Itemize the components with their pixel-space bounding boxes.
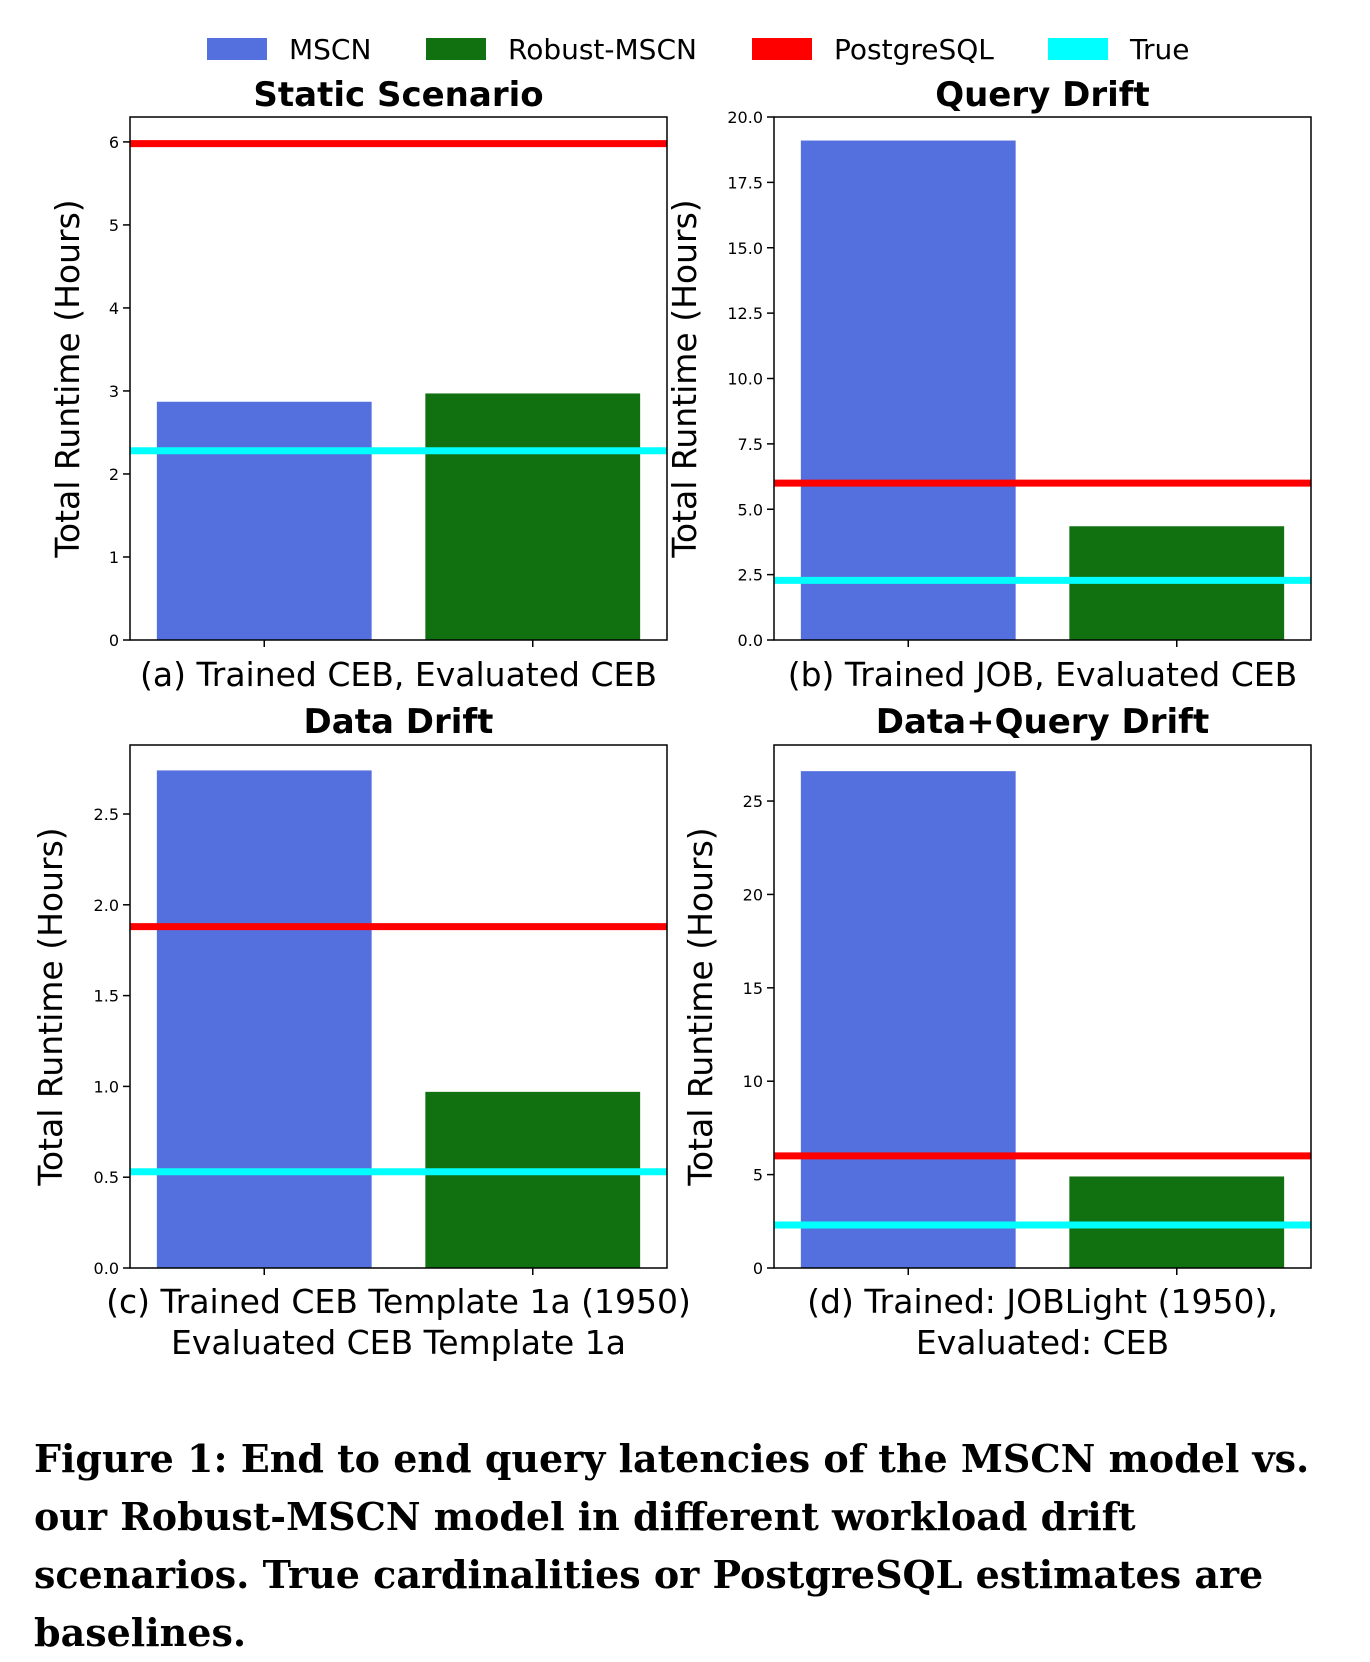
plot-frame	[773, 744, 1312, 1269]
y-tick-label: 10	[743, 1072, 763, 1091]
subfigure-caption: Evaluated CEB Template 1a	[171, 1323, 626, 1362]
y-tick-label: 5	[109, 216, 119, 235]
y-tick-label: 2	[109, 465, 119, 484]
y-tick-label: 17.5	[727, 173, 763, 192]
y-tick-label: 15.0	[727, 239, 763, 258]
legend-label-mscn: MSCN	[289, 33, 371, 66]
bar-mscn	[156, 401, 372, 640]
legend-label-true: True	[1129, 33, 1189, 66]
y-tick-label: 0	[753, 1259, 763, 1278]
y-tick-label: 15	[743, 979, 763, 998]
y-tick-label: 12.5	[727, 304, 763, 323]
y-tick-label: 5.0	[738, 500, 763, 519]
legend-swatch-robust-mscn	[426, 38, 486, 60]
y-tick-label: 2.5	[94, 805, 119, 824]
y-tick-label: 5	[753, 1166, 763, 1185]
legend-swatch-true	[1048, 38, 1108, 60]
chart-panel-1: 0 1 2 3 4 5 6 Static Scenario Total Runtime (Hou…	[48, 75, 668, 694]
y-tick-label: 6	[109, 133, 119, 152]
legend-swatch-mscn	[207, 38, 267, 60]
subfigure-caption: (a) Trained CEB, Evaluated CEB	[140, 655, 657, 694]
bar-mscn	[156, 770, 372, 1268]
y-tick-label: 10.0	[727, 370, 763, 389]
chart-title: Static Scenario	[253, 75, 543, 115]
bar-robust-mscn	[425, 1091, 641, 1268]
y-tick-label: 7.5	[738, 435, 763, 454]
y-tick-label: 1	[109, 548, 119, 567]
legend-swatch-postgresql	[752, 38, 812, 60]
chart-title: Query Drift	[935, 75, 1150, 115]
plot-frame	[129, 744, 668, 1269]
chart-panels: 0 1 2 3 4 5 6 Static Scenario Total Runtime (Hou…	[31, 75, 1312, 1362]
y-tick-label: 0.5	[94, 1168, 119, 1187]
chart-panel-2: 0.0 2.5 5.0 7.5 10.0 12.5 15.0 17.5 20.0 Query Dr…	[665, 75, 1312, 694]
subfigure-caption: Evaluated: CEB	[916, 1323, 1169, 1362]
legend-label-robust-mscn: Robust-MSCN	[508, 33, 697, 66]
y-axis-label: Total Runtime (Hours)	[681, 827, 720, 1186]
subfigure-caption: (d) Trained: JOBLight (1950),	[807, 1282, 1278, 1321]
legend: MSCN Robust-MSCN PostgreSQL True	[207, 33, 1189, 66]
y-tick-label: 1.0	[94, 1077, 119, 1096]
y-tick-label: 2.0	[94, 896, 119, 915]
y-tick-label: 4	[109, 299, 119, 318]
chart-title: Data Drift	[304, 702, 494, 742]
bar-mscn	[800, 771, 1016, 1268]
y-tick-label: 25	[743, 792, 763, 811]
y-tick-label: 0	[109, 631, 119, 650]
y-tick-label: 20	[743, 885, 763, 904]
y-axis-label: Total Runtime (Hours)	[665, 199, 704, 558]
y-axis-label: Total Runtime (Hours)	[31, 827, 70, 1186]
y-tick-label: 1.5	[94, 987, 119, 1006]
y-tick-label: 2.5	[738, 566, 763, 585]
bar-robust-mscn	[425, 393, 641, 640]
figure-caption: Figure 1: End to end query latencies of …	[34, 1436, 1310, 1655]
legend-label-postgresql: PostgreSQL	[834, 33, 994, 66]
y-tick-label: 0.0	[738, 631, 763, 650]
chart-panel-3: 0.0 0.5 1.0 1.5 2.0 2.5 Data Drift Total Runtim…	[31, 702, 691, 1362]
bar-mscn	[800, 140, 1016, 640]
chart-title: Data+Query Drift	[876, 702, 1209, 742]
y-axis-label: Total Runtime (Hours)	[48, 199, 87, 558]
y-tick-label: 20.0	[727, 108, 763, 127]
subfigure-caption: (b) Trained JOB, Evaluated CEB	[788, 655, 1298, 694]
y-tick-label: 3	[109, 382, 119, 401]
y-tick-label: 0.0	[94, 1259, 119, 1278]
subfigure-caption: (c) Trained CEB Template 1a (1950)	[106, 1282, 691, 1321]
plot-frame	[129, 116, 668, 641]
chart-panel-4: 0 5 10 15 20 25 Data+Query Drift Total Runtime …	[681, 702, 1312, 1362]
